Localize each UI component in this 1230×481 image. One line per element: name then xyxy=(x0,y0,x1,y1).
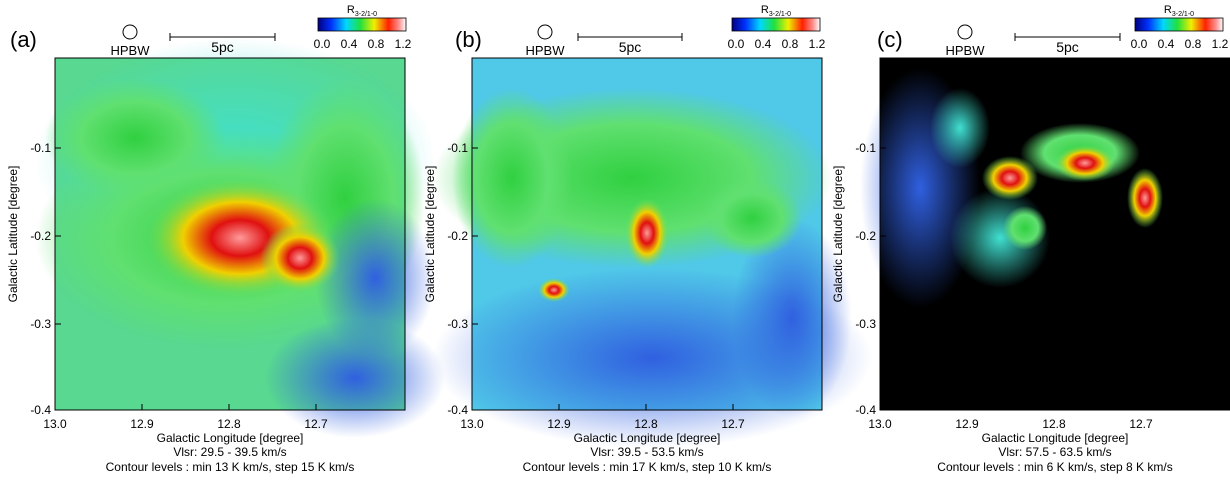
y-tick-label: -0.4 xyxy=(30,403,51,417)
scale-label: 5pc xyxy=(211,39,234,55)
y-tick-label: -0.2 xyxy=(30,229,51,243)
x-tick-label: 12.9 xyxy=(130,417,154,431)
x-tick-label: 12.7 xyxy=(721,417,745,431)
emission xyxy=(1055,145,1115,181)
colorbar-title: R3-2/1-0 xyxy=(1164,4,1194,18)
frame xyxy=(879,57,1230,411)
velocity-range: Vlsr: 39.5 - 53.5 km/s xyxy=(590,445,703,459)
x-tick-label: 12.9 xyxy=(955,417,979,431)
colorbar-tick-label: 0.4 xyxy=(341,37,358,51)
colorbar-tick-label: 0.0 xyxy=(314,37,331,51)
contour-levels: Contour levels : min 6 K km/s, step 8 K … xyxy=(937,460,1172,474)
beam xyxy=(122,24,138,40)
emission xyxy=(452,88,572,268)
colorbar xyxy=(317,17,407,32)
colorbar-tick-label: 0.4 xyxy=(755,37,772,51)
panel-label: (c) xyxy=(877,27,903,52)
colorbar-tick-label: 0.0 xyxy=(1131,37,1148,51)
contour-levels: Contour levels : min 13 K km/s, step 15 … xyxy=(106,460,355,474)
emission xyxy=(930,88,990,168)
x-tick-label: 12.8 xyxy=(1042,417,1066,431)
x-tick-label: 12.8 xyxy=(217,417,241,431)
map xyxy=(432,57,872,448)
x-tick-label: 12.9 xyxy=(547,417,571,431)
x-tick-label: 13.0 xyxy=(460,417,484,431)
emission xyxy=(982,156,1038,200)
velocity-range: Vlsr: 29.5 - 39.5 km/s xyxy=(173,445,286,459)
beam-label: HPBW xyxy=(526,43,566,58)
colorbar-subscript: 3-2/1-0 xyxy=(355,11,377,18)
colorbar-tick-label: 1.2 xyxy=(1212,37,1229,51)
emission xyxy=(625,198,669,268)
x-tick-label: 12.8 xyxy=(634,417,658,431)
y-tick-label: -0.1 xyxy=(447,141,468,155)
colorbar-tick-label: 1.2 xyxy=(395,37,412,51)
beam xyxy=(537,24,553,40)
x-axis-label: Galactic Longitude [degree] xyxy=(157,431,304,445)
panel: (c) HPBW 5pc R3-2/1-0 0.0 0.4 0.8 1.2 13.0 12.9 12… xyxy=(831,4,1230,474)
colorbar-symbol: R xyxy=(347,4,355,16)
x-tick-label: 12.7 xyxy=(1129,417,1153,431)
x-tick-label: 12.7 xyxy=(304,417,328,431)
colorbar-tick-label: 0.0 xyxy=(728,37,745,51)
colorbar xyxy=(1134,17,1224,32)
scale-bar xyxy=(169,33,276,41)
y-tick-label: -0.1 xyxy=(855,141,876,155)
y-tick-label: -0.2 xyxy=(447,229,468,243)
x-axis-label: Galactic Longitude [degree] xyxy=(574,431,721,445)
colorbar-subscript: 3-2/1-0 xyxy=(1172,11,1194,18)
emission xyxy=(45,78,225,198)
emission xyxy=(260,223,340,293)
y-tick-label: -0.3 xyxy=(30,317,51,331)
colorbar-tick-label: 0.8 xyxy=(1185,37,1202,51)
y-axis-label: Galactic Latitude [degree] xyxy=(831,166,845,303)
y-tick-label: -0.4 xyxy=(855,403,876,417)
colorbar-tick-label: 0.8 xyxy=(368,37,385,51)
colorbar xyxy=(731,17,821,32)
panel: (b) HPBW 5pc R3-2/1-0 0.0 0.4 0.8 1.2 13.0 12.9 12… xyxy=(423,4,872,474)
emission xyxy=(1127,168,1163,228)
panel: (a) HPBW 5pc R3-2/1-0 0.0 0.4 0.8 1.2 13.0 12.9 12… xyxy=(6,4,445,474)
emission xyxy=(265,318,445,438)
colorbar-title: R3-2/1-0 xyxy=(347,4,377,18)
scale-label: 5pc xyxy=(619,39,642,55)
y-tick-label: -0.4 xyxy=(447,403,468,417)
colorbar-subscript: 3-2/1-0 xyxy=(769,11,791,18)
colorbar-tick-label: 0.4 xyxy=(1158,37,1175,51)
y-tick-label: -0.3 xyxy=(447,317,468,331)
map xyxy=(860,57,1230,411)
emission xyxy=(702,178,802,258)
map xyxy=(35,38,445,438)
beam xyxy=(957,24,973,40)
colorbar-symbol: R xyxy=(761,4,769,16)
panel-label: (b) xyxy=(455,27,482,52)
y-axis-label: Galactic Latitude [degree] xyxy=(6,166,20,303)
frame xyxy=(471,57,823,411)
y-tick-label: -0.2 xyxy=(855,229,876,243)
velocity-range: Vlsr: 57.5 - 63.5 km/s xyxy=(998,445,1111,459)
panel-label: (a) xyxy=(10,27,37,52)
x-axis-label: Galactic Longitude [degree] xyxy=(982,431,1129,445)
scale-label: 5pc xyxy=(1056,39,1079,55)
beam-label: HPBW xyxy=(946,43,986,58)
beam-label: HPBW xyxy=(111,43,151,58)
colorbar-tick-label: 0.8 xyxy=(782,37,799,51)
emission xyxy=(538,278,570,302)
colorbar-tick-label: 1.2 xyxy=(809,37,826,51)
scale-bar xyxy=(1014,33,1121,41)
y-axis-label: Galactic Latitude [degree] xyxy=(423,166,437,303)
scale-bar xyxy=(577,33,683,41)
emission xyxy=(1003,206,1047,250)
x-tick-label: 13.0 xyxy=(43,417,67,431)
y-tick-label: -0.1 xyxy=(30,141,51,155)
x-tick-label: 13.0 xyxy=(868,417,892,431)
y-tick-label: -0.3 xyxy=(855,317,876,331)
colorbar-title: R3-2/1-0 xyxy=(761,4,791,18)
colorbar-symbol: R xyxy=(1164,4,1172,16)
frame xyxy=(54,57,406,411)
contour-levels: Contour levels : min 17 K km/s, step 10 … xyxy=(523,460,772,474)
